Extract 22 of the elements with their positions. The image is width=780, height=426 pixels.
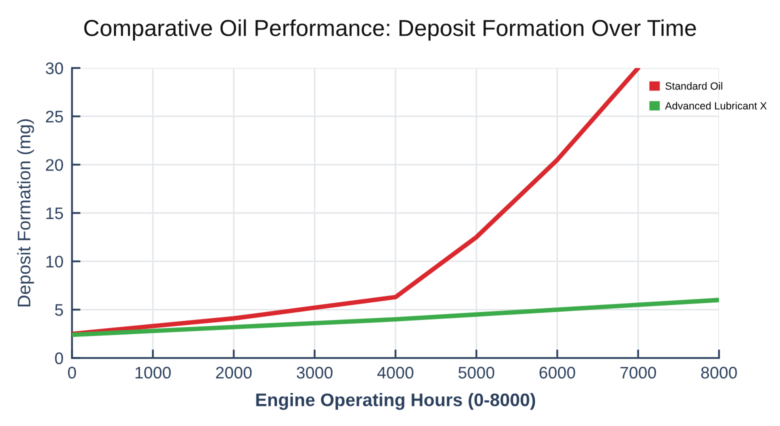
x-axis-title: Engine Operating Hours (0-8000) (256, 392, 536, 410)
x-tick-label: 6000 (540, 366, 576, 379)
x-tick-label: 3000 (296, 366, 333, 379)
y-tick-label: 20 (46, 159, 64, 171)
x-tick-label: 5000 (458, 366, 494, 379)
x-tick-label: 2000 (216, 366, 252, 379)
y-tick-label: 25 (46, 110, 63, 123)
x-tick-label: 7000 (620, 366, 656, 379)
line-series (72, 298, 719, 338)
y-axis-title: Deposit Formation (mg) (17, 119, 34, 306)
y-tick-label: 15 (46, 208, 63, 220)
y-tick-label: 10 (46, 256, 64, 268)
y-tick-label: 0 (55, 352, 64, 364)
legend-label: Standard Oil (665, 82, 722, 90)
chart-title: Comparative Oil Performance: Deposit Formation Over Time (84, 19, 696, 41)
x-tick-label: 1000 (136, 366, 171, 379)
legend-label: Advanced Lubricant X (665, 102, 767, 110)
x-tick-label: 0 (68, 366, 76, 379)
y-tick-label: 30 (46, 62, 64, 74)
x-tick-label: 8000 (701, 366, 737, 379)
x-tick-label: 4000 (377, 366, 414, 379)
y-tick-label: 5 (55, 304, 63, 316)
